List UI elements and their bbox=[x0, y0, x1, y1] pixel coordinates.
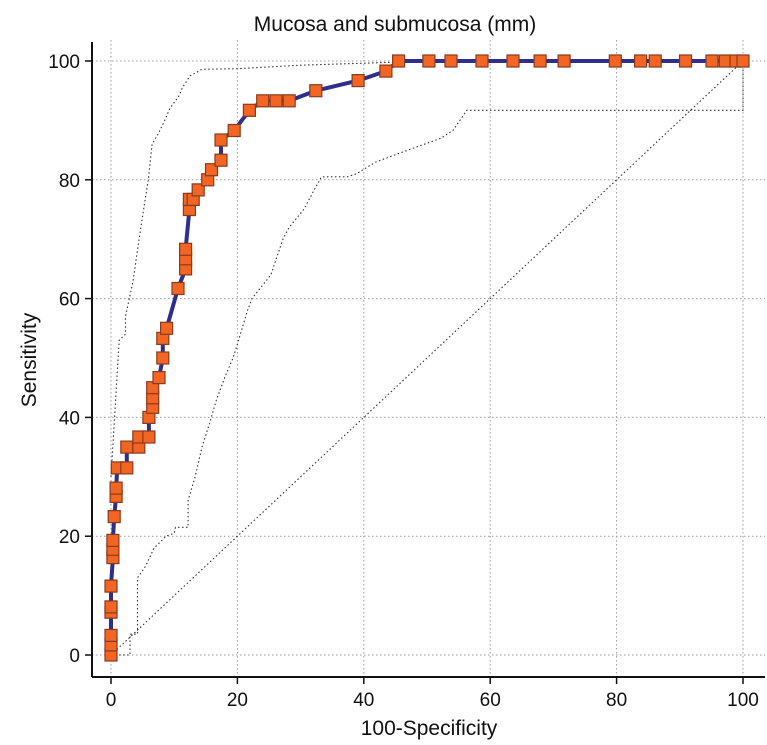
x-tick-label-4: 80 bbox=[606, 690, 627, 711]
y-tick-label-5: 100 bbox=[48, 52, 80, 73]
y-tick-label-0: 0 bbox=[69, 646, 80, 667]
y-tick-label-3: 60 bbox=[59, 290, 80, 311]
x-tick-label-5: 100 bbox=[727, 690, 759, 711]
roc-point-23 bbox=[156, 351, 170, 365]
ci-upper-line bbox=[110, 60, 744, 477]
y-tick-label-1: 20 bbox=[59, 527, 80, 548]
roc-point-26 bbox=[171, 281, 185, 296]
roc-point-2 bbox=[104, 628, 118, 643]
x-tick-label-3: 60 bbox=[480, 690, 501, 711]
roc-point-9 bbox=[107, 510, 121, 524]
roc-point-11 bbox=[109, 481, 123, 495]
roc-point-47 bbox=[422, 54, 436, 68]
roc-point-54 bbox=[633, 54, 648, 68]
x-axis-title: 100-Specificity bbox=[361, 717, 498, 740]
roc-point-39 bbox=[242, 103, 256, 117]
roc-point-5 bbox=[104, 579, 118, 593]
roc-point-41 bbox=[269, 94, 283, 108]
roc-point-51 bbox=[533, 54, 547, 68]
ci-lower-line bbox=[111, 61, 744, 656]
roc-point-46 bbox=[392, 54, 406, 68]
roc-point-33 bbox=[191, 183, 205, 197]
roc-point-22 bbox=[152, 371, 166, 385]
roc-point-53 bbox=[608, 54, 622, 68]
diagonal-line bbox=[110, 60, 744, 656]
roc-point-44 bbox=[351, 73, 365, 88]
x-tick-label-0: 0 bbox=[106, 690, 117, 711]
roc-point-36 bbox=[214, 153, 228, 167]
y-tick-label-2: 40 bbox=[59, 408, 80, 429]
axes bbox=[85, 42, 765, 684]
gridlines bbox=[92, 40, 765, 677]
roc-point-14 bbox=[120, 440, 134, 454]
roc-point-37 bbox=[214, 133, 228, 147]
roc-point-8 bbox=[106, 533, 120, 548]
roc-point-38 bbox=[227, 123, 241, 138]
roc-point-45 bbox=[379, 64, 393, 78]
roc-curve bbox=[104, 54, 750, 662]
roc-point-40 bbox=[256, 94, 270, 108]
roc-point-57 bbox=[705, 54, 719, 68]
roc-point-49 bbox=[475, 54, 489, 68]
y-tick-label-4: 80 bbox=[59, 171, 80, 192]
roc-point-52 bbox=[557, 54, 571, 68]
roc-point-13 bbox=[120, 461, 134, 475]
roc-point-50 bbox=[506, 54, 520, 68]
reference-diagonal bbox=[110, 60, 744, 656]
roc-point-56 bbox=[678, 54, 693, 68]
tick-labels: 0 20 40 60 80 100 0 20 40 60 80 100 bbox=[48, 52, 759, 711]
roc-point-60 bbox=[736, 54, 750, 68]
roc-point-55 bbox=[648, 54, 662, 68]
roc-point-48 bbox=[444, 54, 458, 68]
x-tick-label-2: 40 bbox=[353, 690, 374, 711]
x-tick-label-1: 20 bbox=[227, 690, 248, 711]
y-axis-title: Sensitivity bbox=[18, 312, 41, 407]
roc-point-29 bbox=[179, 242, 193, 256]
roc-point-17 bbox=[142, 430, 156, 444]
roc-point-43 bbox=[309, 84, 323, 98]
confidence-bands bbox=[110, 60, 744, 656]
roc-point-4 bbox=[104, 600, 118, 614]
roc-point-42 bbox=[282, 94, 296, 108]
chart-title: Mucosa and submucosa (mm) bbox=[254, 13, 536, 36]
roc-point-25 bbox=[160, 321, 174, 335]
